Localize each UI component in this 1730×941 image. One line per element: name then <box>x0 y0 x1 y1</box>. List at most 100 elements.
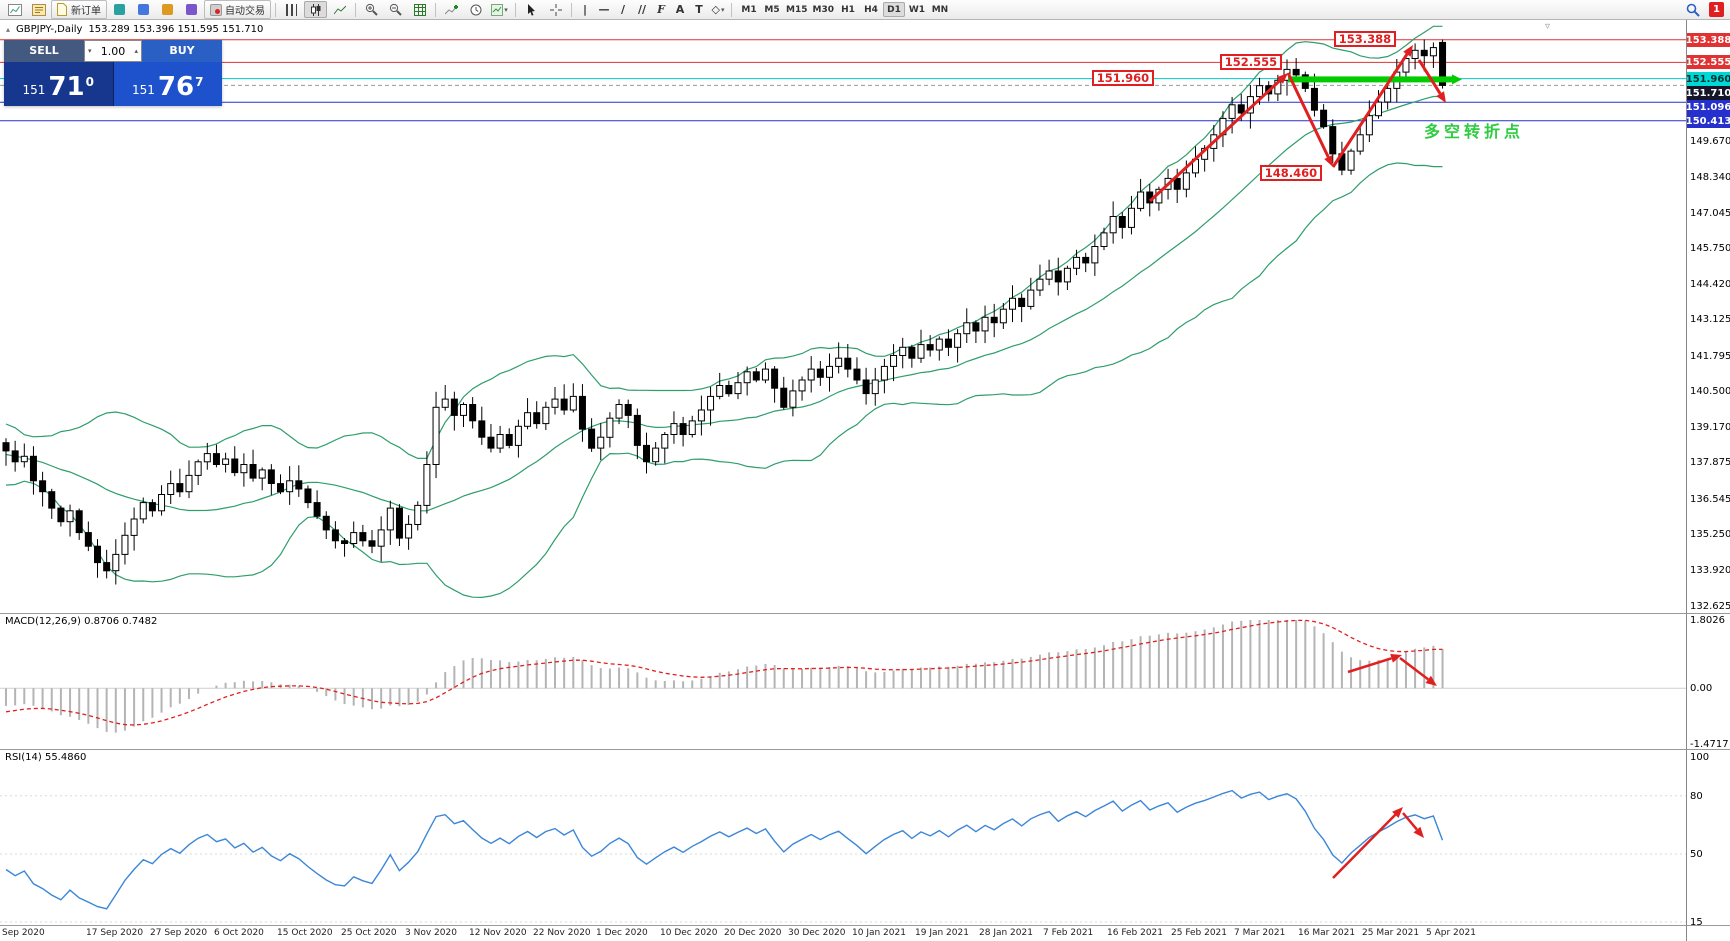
symbol-ohlc: 153.289 153.396 151.595 151.710 <box>88 24 264 35</box>
tile-windows-button[interactable] <box>408 1 431 18</box>
volume-input[interactable]: ▾ 1.00 ▴ <box>84 40 142 62</box>
templates-button[interactable]: ▾ <box>488 1 511 18</box>
toolbar-separator <box>435 2 436 17</box>
autotrading-status-dot <box>215 8 220 14</box>
price-axis[interactable]: 149.670 148.340 147.045 145.750 144.420 143.1… <box>1685 20 1730 941</box>
data-window-icon[interactable] <box>132 1 155 18</box>
price-axis-label: 148.340 <box>1690 172 1730 183</box>
price-axis-label: 145.750 <box>1690 243 1730 254</box>
text-tool[interactable]: A <box>675 3 685 16</box>
text-label-tool[interactable]: T <box>695 3 703 16</box>
line-chart-button[interactable] <box>328 1 351 18</box>
zoom-out-button[interactable] <box>384 1 407 18</box>
rsi-axis-label: 100 <box>1690 752 1710 763</box>
periods-button[interactable] <box>464 1 487 18</box>
sell-price-whole: 151 <box>22 83 46 98</box>
vertical-line-tool[interactable]: | <box>582 3 588 16</box>
macd-axis-label: -1.4717 <box>1690 739 1729 750</box>
macd-axis-label: 0.00 <box>1690 683 1713 694</box>
timeframe-button-w1[interactable]: W1 <box>908 4 926 15</box>
candlestick-chart-button[interactable] <box>304 1 327 18</box>
bar-chart-icon <box>286 3 297 16</box>
shapes-tool[interactable]: ◇ ▾ <box>711 3 725 16</box>
dropdown-arrow-icon: ▾ <box>504 5 508 14</box>
price-axis-label: 143.125 <box>1690 314 1730 325</box>
time-axis-label: 15 Oct 2020 <box>277 928 333 938</box>
time-axis-label: 10 Jan 2021 <box>852 928 906 938</box>
timeframe-button-m5[interactable]: M5 <box>764 4 780 15</box>
panel-separator[interactable] <box>0 749 1730 750</box>
new-order-label: 新订单 <box>71 6 101 17</box>
search-icon[interactable] <box>1681 1 1704 18</box>
crosshair-button[interactable] <box>544 1 567 18</box>
crosshair-icon <box>549 3 562 16</box>
navigator-icon[interactable] <box>156 1 179 18</box>
sell-price-pips: 71 <box>48 71 85 102</box>
sell-price-display[interactable]: 151 71 0 <box>4 62 114 106</box>
zoom-out-icon <box>389 3 402 16</box>
trendline-tool[interactable]: ∕ <box>620 3 626 16</box>
time-axis-label: 22 Nov 2020 <box>533 928 591 938</box>
new-order-button[interactable]: 新订单 <box>51 0 107 19</box>
timeframe-button-m15[interactable]: M15 <box>786 4 808 15</box>
new-chart-button[interactable] <box>3 1 26 18</box>
market-watch-icon[interactable] <box>108 1 131 18</box>
macd-panel[interactable] <box>0 614 1686 750</box>
collapse-triangle-icon[interactable]: ▴ <box>6 25 11 34</box>
timeframe-button-d1[interactable]: D1 <box>882 2 905 17</box>
toolbar-separator <box>275 2 276 17</box>
timeframe-button-h4[interactable]: H4 <box>864 4 878 15</box>
fibonacci-tool[interactable]: F <box>657 3 665 16</box>
price-axis-highlight: 151.096 <box>1685 100 1730 114</box>
time-axis-label: 25 Feb 2021 <box>1171 928 1228 938</box>
indicators-button[interactable] <box>440 1 463 18</box>
rsi-axis-label: 15 <box>1690 917 1703 928</box>
price-axis-label: 135.250 <box>1690 529 1730 540</box>
sell-price-pipette: 0 <box>85 75 94 89</box>
clock-icon <box>470 4 481 15</box>
price-axis-label: 147.045 <box>1690 208 1730 219</box>
time-axis-label: 25 Oct 2020 <box>341 928 397 938</box>
new-order-icon <box>57 3 67 16</box>
symbol-info-line: ▴ GBPJPY-,Daily 153.289 153.396 151.595 … <box>6 24 263 35</box>
line-chart-icon <box>333 5 346 14</box>
time-axis-label: 28 Jan 2021 <box>979 928 1033 938</box>
autotrading-button[interactable]: 自动交易 <box>204 0 271 19</box>
price-axis-label: 137.875 <box>1690 457 1730 468</box>
tile-windows-icon <box>413 3 426 16</box>
zoom-in-icon <box>365 3 378 16</box>
zoom-in-button[interactable] <box>360 1 383 18</box>
toolbar-separator <box>515 2 516 17</box>
autotrading-label: 自动交易 <box>225 6 265 17</box>
timeframe-button-m1[interactable]: M1 <box>741 4 757 15</box>
time-axis-label: 5 Apr 2021 <box>1426 928 1476 938</box>
chart-profiles-button[interactable] <box>27 1 50 18</box>
notification-badge[interactable]: 1 <box>1709 2 1724 17</box>
buy-price-whole: 151 <box>132 83 155 98</box>
buy-price-display[interactable]: 151 76 7 <box>113 62 222 106</box>
bar-chart-button[interactable] <box>280 1 303 18</box>
time-axis[interactable]: Sep 2020 17 Sep 2020 27 Sep 2020 6 Oct 2020… <box>0 926 1686 941</box>
panel-separator[interactable] <box>0 613 1730 614</box>
sell-button[interactable]: SELL <box>4 40 84 62</box>
buy-button[interactable]: BUY <box>142 40 222 62</box>
main-price-chart[interactable] <box>0 20 1686 614</box>
volume-decrease-button[interactable]: ▾ <box>88 47 92 55</box>
horizontal-line-tool[interactable]: — <box>598 3 610 16</box>
timeframe-button-m30[interactable]: M30 <box>812 4 834 15</box>
price-axis-label: 136.545 <box>1690 494 1730 505</box>
indicators-icon <box>445 4 458 14</box>
time-axis-label: 17 Sep 2020 <box>86 928 144 938</box>
channel-tool[interactable]: ∕∕ <box>637 3 647 16</box>
template-icon <box>491 3 504 16</box>
timeframe-button-mn[interactable]: MN <box>931 4 949 15</box>
dropdown-arrow-icon: ▾ <box>720 5 725 14</box>
time-axis-label: 12 Nov 2020 <box>469 928 527 938</box>
terminal-icon[interactable] <box>180 1 203 18</box>
volume-increase-button[interactable]: ▴ <box>134 47 138 55</box>
cursor-button[interactable] <box>520 1 543 18</box>
time-axis-label: 19 Jan 2021 <box>915 928 969 938</box>
time-axis-label: 7 Feb 2021 <box>1043 928 1094 938</box>
rsi-panel[interactable] <box>0 750 1686 926</box>
timeframe-button-h1[interactable]: H1 <box>841 4 855 15</box>
